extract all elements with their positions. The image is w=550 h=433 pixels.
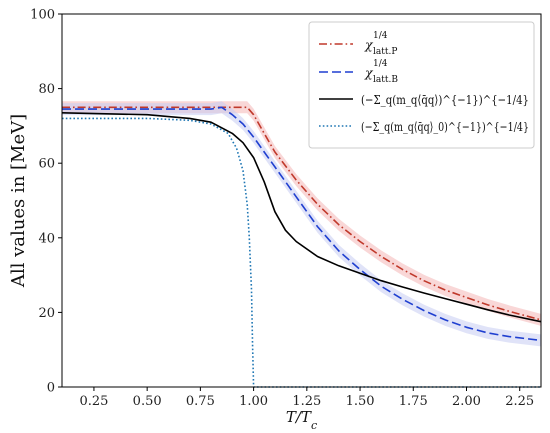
x-tick-label: 2.25 <box>505 394 534 409</box>
y-tick-label: 80 <box>38 82 55 97</box>
x-tick-label: 0.50 <box>133 394 162 409</box>
series-lines <box>61 106 542 388</box>
y-tick-label: 100 <box>30 8 55 23</box>
x-tick-label: 1.50 <box>346 394 375 409</box>
line-series-3 <box>62 117 541 388</box>
line-series-0 <box>62 106 542 321</box>
legend-label-1: χ <box>364 65 374 80</box>
y-axis-ticks: 0 20 40 60 80 100 <box>30 8 62 396</box>
line-series-1 <box>62 106 542 342</box>
legend-label-3: (−Σ_q(m_q⟨q̄q⟩_0)^{−1})^{−1/4} <box>361 119 529 134</box>
legend-label-2: (−Σ_q(m_q⟨q̄q⟩)^{−1})^{−1/4} <box>361 92 529 107</box>
y-tick-label: 20 <box>38 306 55 321</box>
y-tick-label: 40 <box>38 231 55 246</box>
confidence-bands <box>62 101 541 347</box>
axis-labels: All values in [MeV] T/Tc <box>8 114 317 432</box>
band-series-0 <box>62 101 541 326</box>
x-tick-label: 1.75 <box>399 394 428 409</box>
legend-label-sub-1: latt.B <box>373 75 398 85</box>
plot-frame <box>61 13 542 388</box>
legend: χ1/4latt.Pχ1/4latt.B(−Σ_q(m_q⟨q̄q⟩)^{−1}… <box>308 21 535 149</box>
x-axis-ticks: 0.25 0.50 0.75 1.00 1.25 1.50 1.75 2.00 2.25 <box>79 387 534 409</box>
x-axis-label: T/Tc <box>286 408 317 432</box>
legend-label-0: χ <box>364 37 374 52</box>
y-axis-label: All values in [MeV] <box>8 114 29 288</box>
x-tick-label: 2.00 <box>452 394 481 409</box>
x-tick-label: 0.25 <box>79 394 108 409</box>
x-tick-label: 0.75 <box>186 394 215 409</box>
legend-label-sup-1: 1/4 <box>373 59 388 69</box>
line-series-2 <box>61 112 542 323</box>
legend-label-sup-0: 1/4 <box>373 31 388 41</box>
y-tick-label: 0 <box>47 381 55 396</box>
x-tick-label: 1.25 <box>292 394 321 409</box>
x-tick-label: 1.00 <box>239 394 268 409</box>
y-tick-label: 60 <box>38 157 55 172</box>
legend-box <box>308 21 535 149</box>
legend-label-sub-0: latt.P <box>373 47 397 57</box>
